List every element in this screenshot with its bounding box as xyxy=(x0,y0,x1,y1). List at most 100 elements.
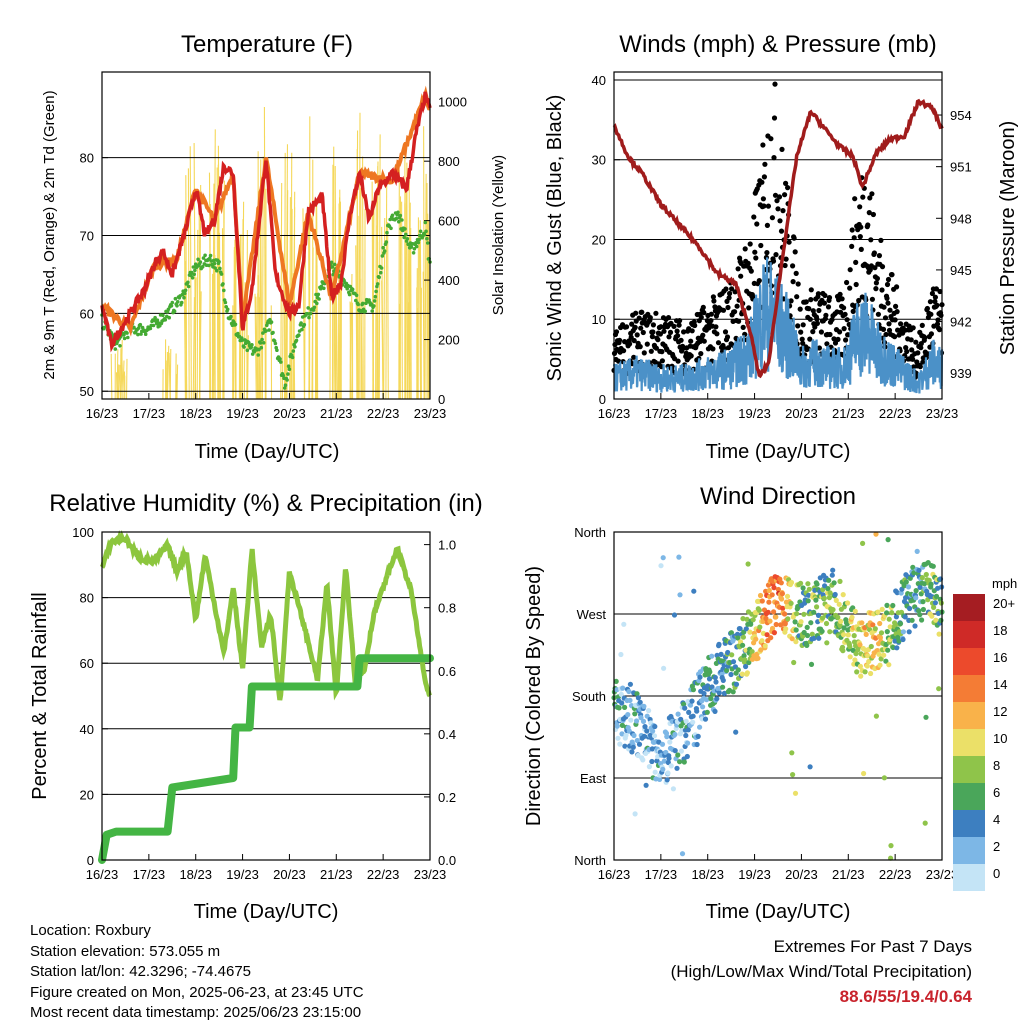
wind-direction-point xyxy=(619,700,625,706)
wind-direction-point xyxy=(740,634,747,640)
wind-direction-point xyxy=(872,626,878,632)
winds-xtick-label: 18/23 xyxy=(691,406,724,421)
wind-direction-panel: Wind Direction Direction (Colored By Spe… xyxy=(523,483,1017,923)
gust-point xyxy=(929,290,936,297)
wind-direction-point xyxy=(879,606,885,613)
humidity-xtick-label: 20/23 xyxy=(273,867,306,882)
temperature-xtick-label: 19/23 xyxy=(226,406,259,421)
wind-direction-point xyxy=(674,765,680,771)
wind-direction-point xyxy=(809,631,815,637)
wind-direction-point xyxy=(930,563,936,569)
gust-point xyxy=(790,279,796,285)
gust-point xyxy=(764,222,771,228)
gust-point xyxy=(843,337,849,343)
dewpoint-point xyxy=(281,373,286,378)
winds-xtick-label: 22/23 xyxy=(879,406,912,421)
wind-direction-point xyxy=(863,631,869,638)
wind-direction-point xyxy=(684,753,690,760)
wind-direction-point xyxy=(938,617,944,624)
wind-direction-point xyxy=(771,630,778,636)
gust-point xyxy=(927,299,934,305)
wind-direction-point xyxy=(804,624,810,631)
gust-point xyxy=(674,328,680,334)
wind-direction-point xyxy=(618,691,624,698)
wind-direction-point xyxy=(677,592,683,598)
gust-point xyxy=(771,155,777,161)
wind-direction-point xyxy=(887,624,893,630)
wind-direction-point xyxy=(914,548,920,555)
speed-legend-label: 8 xyxy=(993,758,1000,773)
wind-direction-point xyxy=(758,647,764,653)
wind-direction-point xyxy=(913,588,919,594)
gust-point xyxy=(631,354,637,360)
dewpoint-point xyxy=(293,345,297,349)
gust-point xyxy=(892,334,898,340)
gust-point xyxy=(880,326,887,332)
gust-point xyxy=(792,249,798,255)
speed-legend-swatch xyxy=(953,675,985,702)
wind-direction-ytick-label: North xyxy=(574,525,606,540)
wind-direction-point xyxy=(894,645,900,651)
gust-point xyxy=(710,346,716,352)
dewpoint-point xyxy=(260,337,264,342)
dewpoint-point xyxy=(370,309,375,313)
wind-direction-point xyxy=(868,643,874,650)
gust-point xyxy=(872,265,878,271)
winds-y2tick-label: 942 xyxy=(950,315,972,330)
wind-direction-point xyxy=(933,617,939,623)
wind-direction-point xyxy=(652,723,658,730)
dewpoint-point xyxy=(247,340,251,345)
wind-direction-plot-frame xyxy=(613,531,943,861)
dewpoint-point xyxy=(384,240,389,244)
wind-direction-point xyxy=(682,705,688,711)
solar-spike xyxy=(199,291,202,400)
gust-point xyxy=(871,250,878,256)
wind-direction-point xyxy=(657,776,663,783)
gust-point xyxy=(764,250,770,256)
gust-point xyxy=(920,359,926,365)
wind-direction-point xyxy=(792,619,798,625)
wind-direction-point xyxy=(690,719,696,725)
gust-point xyxy=(785,185,791,191)
solar-spike xyxy=(115,372,118,400)
gust-point xyxy=(738,273,744,279)
wind-direction-point xyxy=(922,820,928,826)
dewpoint-point xyxy=(347,292,352,297)
gust-point xyxy=(852,196,858,202)
wind-direction-point xyxy=(739,671,745,677)
gust-point xyxy=(780,208,786,214)
wind-direction-point xyxy=(801,611,807,617)
gust-point xyxy=(873,286,879,292)
gust-point xyxy=(869,191,875,197)
wind-direction-point xyxy=(901,583,907,589)
dewpoint-point xyxy=(258,341,263,345)
gust-point xyxy=(875,311,882,317)
gust-point xyxy=(815,291,822,297)
dewpoint-point xyxy=(385,230,389,235)
gust-point xyxy=(665,315,672,321)
wind-direction-point xyxy=(826,577,832,583)
dewpoint-point xyxy=(139,332,143,336)
wind-direction-point xyxy=(814,604,820,610)
speed-legend-swatch xyxy=(953,810,985,837)
winds-xtick-label: 23/23 xyxy=(926,406,959,421)
gust-point xyxy=(793,270,799,276)
wind-direction-point xyxy=(712,708,718,715)
dewpoint-point xyxy=(182,295,186,300)
gust-point xyxy=(910,325,916,331)
gust-point xyxy=(883,331,889,338)
wind-direction-point xyxy=(857,663,864,670)
dewpoint-point xyxy=(425,241,430,245)
dewpoint-point xyxy=(191,265,196,269)
dewpoint-point xyxy=(259,345,264,350)
dewpoint-point xyxy=(223,300,228,305)
wind-direction-point xyxy=(755,655,761,661)
gust-point xyxy=(760,142,766,148)
gust-point xyxy=(752,249,758,255)
gust-point xyxy=(795,281,801,287)
gust-point xyxy=(734,303,740,309)
gust-point xyxy=(678,337,684,343)
wind-direction-point xyxy=(923,714,929,720)
dewpoint-point xyxy=(222,288,226,293)
gust-point xyxy=(777,218,783,224)
